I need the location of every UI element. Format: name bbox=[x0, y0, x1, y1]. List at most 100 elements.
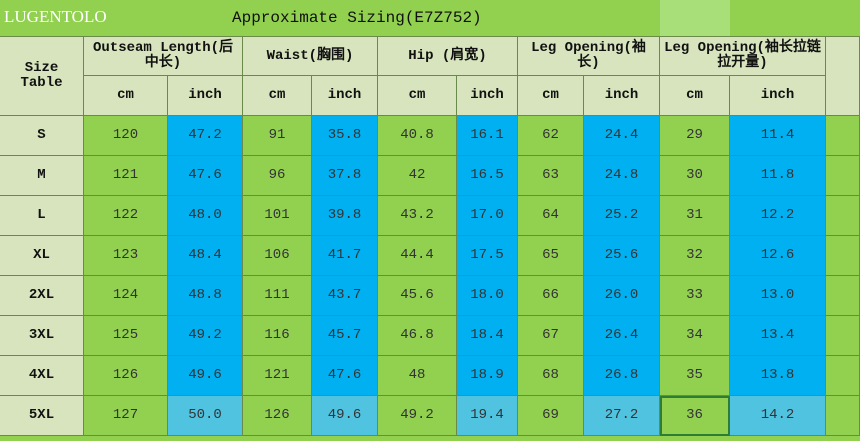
value-cell: 47.6 bbox=[168, 156, 243, 196]
unit-header: inch bbox=[730, 76, 826, 116]
value-cell: 25.2 bbox=[584, 196, 660, 236]
size-label: 4XL bbox=[0, 356, 84, 396]
value-cell: 120 bbox=[84, 116, 168, 156]
value-cell: 63 bbox=[518, 156, 584, 196]
value-cell: 45.7 bbox=[312, 316, 378, 356]
value-cell: 27.2 bbox=[584, 396, 660, 436]
value-cell: 43.2 bbox=[378, 196, 457, 236]
value-cell: 48 bbox=[378, 356, 457, 396]
unit-header: cm bbox=[84, 76, 168, 116]
unit-header: cm bbox=[243, 76, 312, 116]
filler bbox=[826, 36, 860, 116]
value-cell: 49.6 bbox=[168, 356, 243, 396]
value-cell: 30 bbox=[660, 156, 730, 196]
value-cell: 18.9 bbox=[457, 356, 518, 396]
value-cell: 49.2 bbox=[378, 396, 457, 436]
value-cell: 16.1 bbox=[457, 116, 518, 156]
size-label: S bbox=[0, 116, 84, 156]
size-label: 3XL bbox=[0, 316, 84, 356]
value-cell: 45.6 bbox=[378, 276, 457, 316]
size-label: 2XL bbox=[0, 276, 84, 316]
value-cell: 50.0 bbox=[168, 396, 243, 436]
value-cell: 37.8 bbox=[312, 156, 378, 196]
value-cell: 96 bbox=[243, 156, 312, 196]
value-cell: 12.2 bbox=[730, 196, 826, 236]
value-cell: 47.6 bbox=[312, 356, 378, 396]
value-cell: 42 bbox=[378, 156, 457, 196]
value-cell: 127 bbox=[84, 396, 168, 436]
filler bbox=[826, 316, 860, 356]
value-cell: 24.8 bbox=[584, 156, 660, 196]
value-cell: 32 bbox=[660, 236, 730, 276]
value-cell: 65 bbox=[518, 236, 584, 276]
size-table-label: Size Table bbox=[0, 36, 84, 116]
value-cell: 18.0 bbox=[457, 276, 518, 316]
filler bbox=[826, 156, 860, 196]
sheet-title: Approximate Sizing(E7Z752) bbox=[232, 9, 482, 27]
value-cell: 31 bbox=[660, 196, 730, 236]
value-cell: 48.0 bbox=[168, 196, 243, 236]
size-label: M bbox=[0, 156, 84, 196]
value-cell: 121 bbox=[84, 156, 168, 196]
value-cell: 47.2 bbox=[168, 116, 243, 156]
value-cell: 67 bbox=[518, 316, 584, 356]
value-cell: 11.4 bbox=[730, 116, 826, 156]
value-cell: 64 bbox=[518, 196, 584, 236]
value-cell: 126 bbox=[84, 356, 168, 396]
value-cell: 106 bbox=[243, 236, 312, 276]
value-cell: 46.8 bbox=[378, 316, 457, 356]
group-header: Leg Opening(袖长拉链拉开量) bbox=[660, 36, 826, 76]
value-cell: 111 bbox=[243, 276, 312, 316]
value-cell: 14.2 bbox=[730, 396, 826, 436]
group-header: Outseam Length(后中长) bbox=[84, 36, 243, 76]
value-cell: 17.5 bbox=[457, 236, 518, 276]
unit-header: inch bbox=[457, 76, 518, 116]
value-cell: 44.4 bbox=[378, 236, 457, 276]
value-cell: 17.0 bbox=[457, 196, 518, 236]
value-cell: 39.8 bbox=[312, 196, 378, 236]
size-label: 5XL bbox=[0, 396, 84, 436]
value-cell: 49.6 bbox=[312, 396, 378, 436]
value-cell: 101 bbox=[243, 196, 312, 236]
unit-header: cm bbox=[518, 76, 584, 116]
value-cell: 69 bbox=[518, 396, 584, 436]
filler bbox=[826, 356, 860, 396]
value-cell: 36 bbox=[660, 396, 730, 436]
value-cell: 35.8 bbox=[312, 116, 378, 156]
value-cell: 68 bbox=[518, 356, 584, 396]
unit-header: inch bbox=[584, 76, 660, 116]
value-cell: 48.8 bbox=[168, 276, 243, 316]
group-header: Leg Opening(袖长) bbox=[518, 36, 660, 76]
value-cell: 35 bbox=[660, 356, 730, 396]
value-cell: 19.4 bbox=[457, 396, 518, 436]
value-cell: 116 bbox=[243, 316, 312, 356]
value-cell: 29 bbox=[660, 116, 730, 156]
value-cell: 34 bbox=[660, 316, 730, 356]
unit-header: inch bbox=[168, 76, 243, 116]
size-label: XL bbox=[0, 236, 84, 276]
size-label: L bbox=[0, 196, 84, 236]
brand: LUGENTOLO bbox=[4, 7, 107, 26]
value-cell: 123 bbox=[84, 236, 168, 276]
unit-header: cm bbox=[660, 76, 730, 116]
value-cell: 40.8 bbox=[378, 116, 457, 156]
value-cell: 41.7 bbox=[312, 236, 378, 276]
value-cell: 125 bbox=[84, 316, 168, 356]
unit-header: cm bbox=[378, 76, 457, 116]
filler bbox=[826, 396, 860, 436]
value-cell: 91 bbox=[243, 116, 312, 156]
value-cell: 33 bbox=[660, 276, 730, 316]
value-cell: 48.4 bbox=[168, 236, 243, 276]
filler bbox=[826, 116, 860, 156]
value-cell: 16.5 bbox=[457, 156, 518, 196]
value-cell: 124 bbox=[84, 276, 168, 316]
value-cell: 122 bbox=[84, 196, 168, 236]
value-cell: 12.6 bbox=[730, 236, 826, 276]
filler bbox=[826, 276, 860, 316]
value-cell: 11.8 bbox=[730, 156, 826, 196]
value-cell: 13.0 bbox=[730, 276, 826, 316]
value-cell: 126 bbox=[243, 396, 312, 436]
value-cell: 121 bbox=[243, 356, 312, 396]
value-cell: 13.4 bbox=[730, 316, 826, 356]
